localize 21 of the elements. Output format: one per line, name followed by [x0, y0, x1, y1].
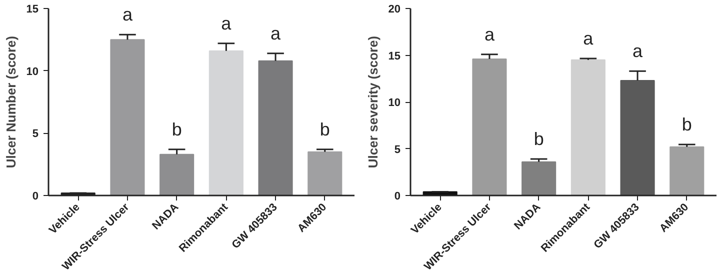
- data-label: b: [682, 114, 692, 135]
- data-label: a: [484, 24, 496, 44]
- y-axis-title: Ulcer Number (score): [3, 36, 18, 168]
- data-label: b: [534, 129, 544, 150]
- y-tick-label: 5: [394, 144, 401, 156]
- y-tick-label: 5: [32, 128, 39, 140]
- data-label: b: [172, 119, 182, 140]
- data-label: a: [122, 4, 134, 25]
- y-tick-label: 10: [388, 97, 401, 109]
- data-label: a: [583, 28, 594, 49]
- y-tick-label: 10: [26, 66, 39, 78]
- data-label: a: [221, 13, 232, 34]
- y-tick-label: 15: [26, 4, 39, 16]
- data-label: a: [270, 23, 282, 44]
- y-tick-label: 15: [388, 50, 401, 62]
- y-tick-label: 0: [32, 190, 39, 202]
- y-tick-label: 0: [394, 190, 401, 202]
- y-tick-label: 20: [388, 4, 401, 16]
- data-label: b: [320, 119, 330, 140]
- y-axis-title: Ulcer severity (score): [365, 36, 380, 168]
- data-label: a: [632, 41, 644, 62]
